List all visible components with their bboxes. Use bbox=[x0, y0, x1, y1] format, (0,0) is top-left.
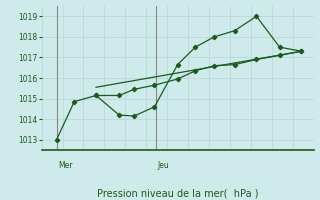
Text: Mer: Mer bbox=[58, 161, 72, 170]
Text: Jeu: Jeu bbox=[157, 161, 169, 170]
Text: Pression niveau de la mer(  hPa ): Pression niveau de la mer( hPa ) bbox=[97, 189, 258, 199]
